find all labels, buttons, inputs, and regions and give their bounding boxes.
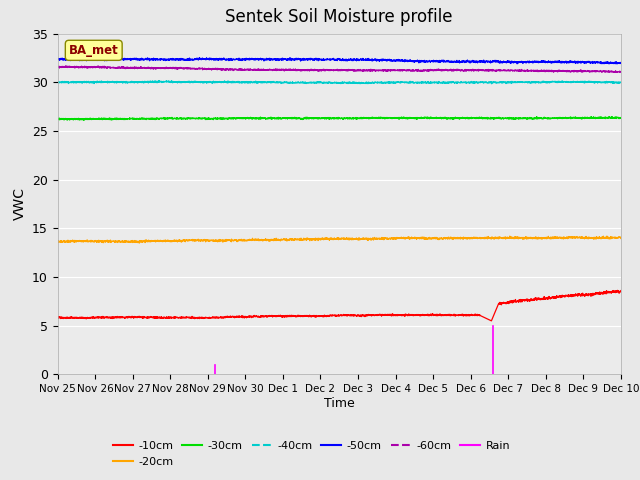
-10cm — [488, 318, 495, 324]
-40cm — [617, 79, 625, 85]
-40cm — [488, 81, 495, 87]
Legend: -10cm, -20cm, -30cm, -40cm, -50cm, -60cm, Rain: -10cm, -20cm, -30cm, -40cm, -50cm, -60cm… — [108, 437, 515, 471]
-40cm — [606, 80, 614, 85]
-40cm — [152, 78, 159, 84]
-20cm — [152, 238, 159, 244]
-50cm — [54, 56, 61, 61]
-20cm — [617, 236, 625, 241]
-40cm — [545, 79, 553, 85]
-60cm — [62, 63, 70, 69]
-60cm — [545, 68, 553, 74]
-20cm — [136, 240, 143, 246]
-50cm — [617, 60, 625, 66]
-20cm — [606, 236, 614, 241]
-10cm — [617, 288, 625, 293]
Line: -50cm: -50cm — [58, 58, 621, 64]
-50cm — [118, 55, 125, 61]
-50cm — [196, 55, 204, 60]
-20cm — [545, 235, 553, 241]
-30cm — [617, 115, 625, 121]
-40cm — [270, 79, 278, 84]
-30cm — [54, 116, 61, 122]
-10cm — [152, 314, 159, 320]
-10cm — [118, 315, 125, 321]
-30cm — [118, 117, 126, 122]
-60cm — [152, 65, 159, 71]
-30cm — [606, 115, 614, 121]
-10cm — [606, 289, 614, 295]
-30cm — [270, 115, 278, 121]
-30cm — [605, 114, 613, 120]
-40cm — [294, 80, 302, 86]
-60cm — [54, 64, 61, 70]
-30cm — [152, 116, 159, 122]
Y-axis label: VWC: VWC — [12, 188, 26, 220]
Title: Sentek Soil Moisture profile: Sentek Soil Moisture profile — [225, 9, 453, 26]
-20cm — [294, 236, 302, 242]
Line: -20cm: -20cm — [58, 236, 621, 243]
-30cm — [80, 118, 88, 123]
-10cm — [54, 315, 61, 321]
Text: BA_met: BA_met — [69, 44, 118, 57]
-50cm — [270, 57, 278, 62]
-50cm — [152, 57, 159, 63]
-40cm — [118, 79, 125, 85]
-60cm — [617, 69, 625, 74]
Line: -40cm: -40cm — [58, 81, 621, 84]
-50cm — [545, 59, 553, 64]
-60cm — [606, 69, 614, 74]
-60cm — [270, 67, 278, 72]
-20cm — [270, 237, 278, 243]
-30cm — [294, 115, 302, 121]
-50cm — [606, 60, 614, 66]
-10cm — [545, 294, 553, 300]
-10cm — [614, 288, 621, 293]
-60cm — [294, 67, 302, 73]
-50cm — [513, 61, 521, 67]
-20cm — [118, 238, 125, 244]
-30cm — [545, 116, 553, 122]
-40cm — [54, 80, 61, 86]
-20cm — [54, 238, 61, 243]
-10cm — [269, 313, 277, 319]
Line: -30cm: -30cm — [58, 117, 621, 120]
X-axis label: Time: Time — [324, 397, 355, 410]
-60cm — [614, 70, 621, 75]
-20cm — [603, 233, 611, 239]
Line: -60cm: -60cm — [58, 66, 621, 72]
-40cm — [155, 78, 163, 84]
-50cm — [294, 55, 302, 61]
-60cm — [118, 64, 126, 70]
Line: -10cm: -10cm — [58, 290, 621, 321]
-10cm — [294, 312, 302, 318]
